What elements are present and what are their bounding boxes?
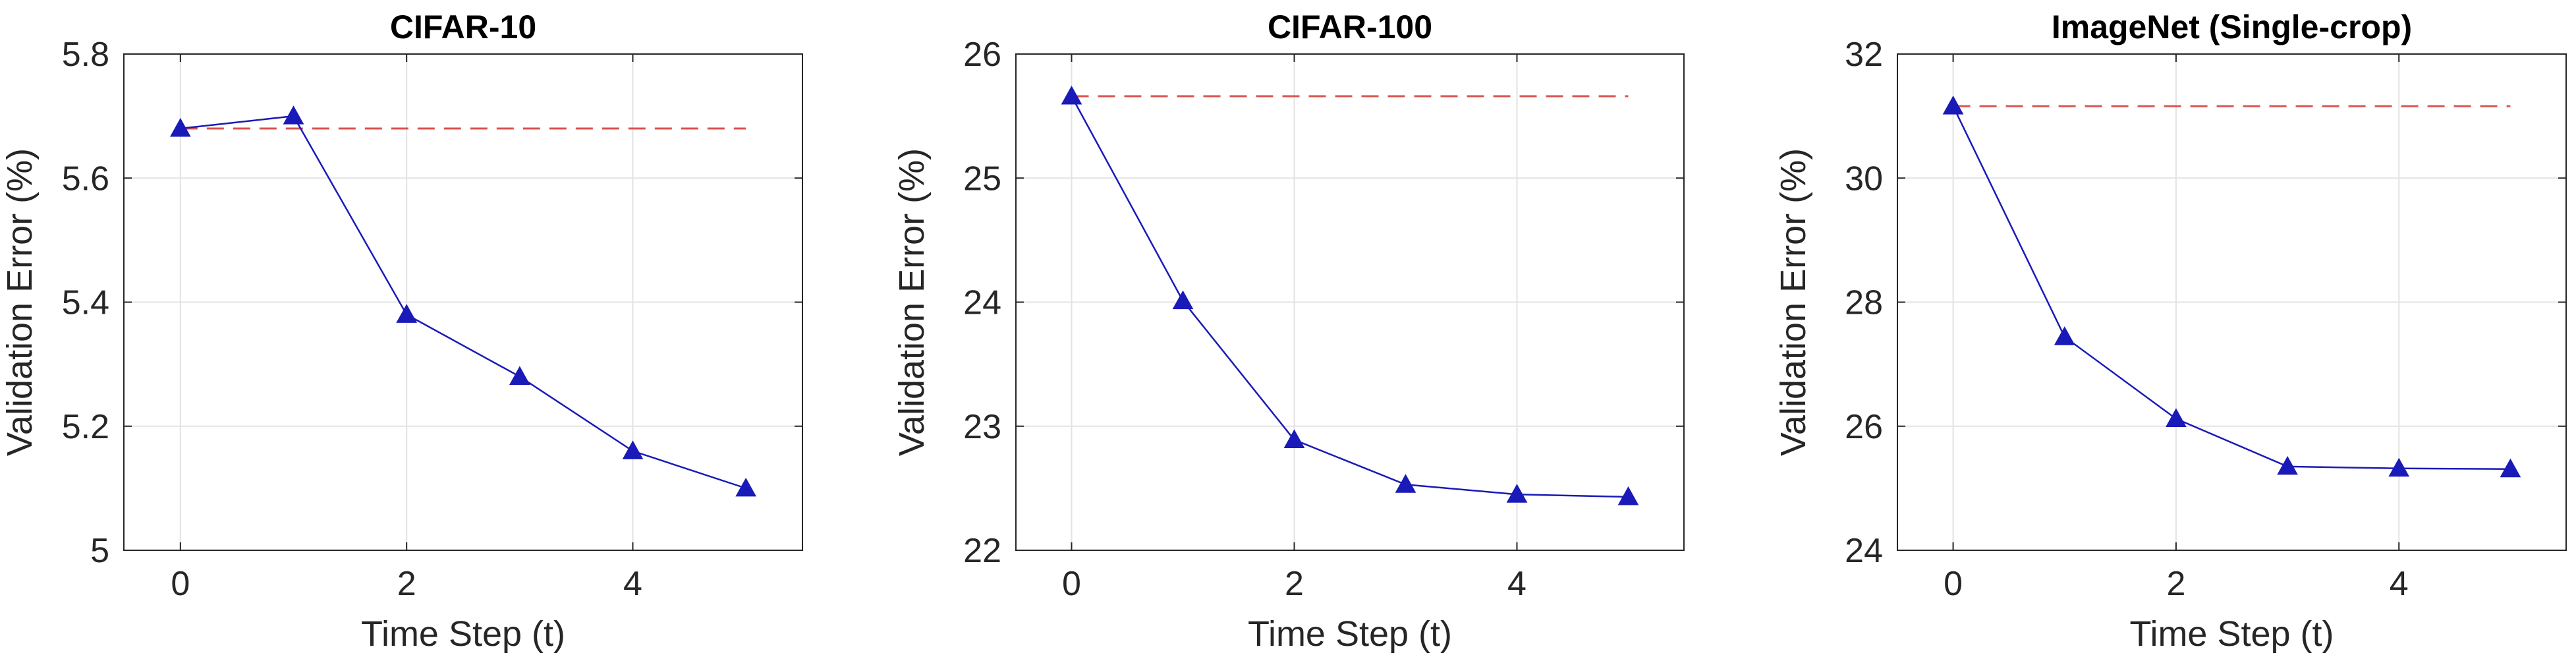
- chart-title: CIFAR-100: [1268, 9, 1432, 45]
- data-point-marker: [2500, 458, 2521, 478]
- data-point-marker: [2166, 408, 2187, 427]
- x-tick-label: 0: [1062, 565, 1081, 603]
- x-axis-label: Time Step (t): [2129, 614, 2334, 654]
- y-tick-label: 30: [1845, 159, 1883, 198]
- x-tick-label: 2: [1285, 565, 1304, 603]
- y-axis-label: Validation Error (%): [892, 148, 932, 456]
- data-point-marker: [1506, 484, 1528, 503]
- data-point-marker: [1942, 96, 1964, 115]
- y-tick-label: 24: [963, 284, 1001, 322]
- x-tick-label: 4: [1507, 565, 1526, 603]
- data-point-marker: [2054, 326, 2075, 345]
- x-axis-label: Time Step (t): [1248, 614, 1452, 654]
- data-point-marker: [622, 440, 644, 459]
- data-point-marker: [735, 477, 757, 497]
- data-point-marker: [169, 117, 191, 137]
- data-point-marker: [1172, 290, 1194, 310]
- series-line: [1952, 105, 2511, 470]
- y-axis-label: Validation Error (%): [1774, 148, 1813, 456]
- y-tick-label: 32: [1845, 36, 1883, 74]
- y-tick-label: 5.2: [62, 408, 109, 446]
- y-tick-label: 22: [963, 532, 1001, 570]
- y-tick-label: 23: [963, 408, 1001, 446]
- y-tick-label: 5.6: [62, 159, 109, 198]
- y-tick-label: 5.8: [62, 36, 109, 74]
- y-tick-label: 26: [1845, 408, 1883, 446]
- x-tick-label: 2: [397, 565, 416, 603]
- data-point-marker: [1061, 85, 1082, 105]
- data-point-marker: [1617, 486, 1639, 505]
- series-line: [1071, 96, 1629, 498]
- y-tick-label: 5.4: [62, 284, 109, 322]
- y-axis-label: Validation Error (%): [0, 148, 40, 456]
- x-tick-label: 4: [623, 565, 642, 603]
- data-point-marker: [283, 105, 304, 125]
- y-tick-label: 24: [1845, 532, 1883, 570]
- x-tick-label: 4: [2390, 565, 2409, 603]
- y-tick-label: 28: [1845, 284, 1883, 322]
- y-tick-label: 25: [963, 159, 1001, 198]
- data-point-marker: [1283, 429, 1305, 448]
- y-tick-label: 5: [90, 532, 109, 570]
- data-point-marker: [2277, 455, 2298, 475]
- data-point-marker: [1395, 474, 1416, 493]
- series-line: [180, 115, 746, 490]
- chart-title: CIFAR-10: [390, 9, 536, 45]
- x-tick-label: 2: [2166, 565, 2185, 603]
- x-tick-label: 0: [1944, 565, 1963, 603]
- data-point-marker: [509, 366, 530, 385]
- x-tick-label: 0: [171, 565, 190, 603]
- data-point-marker: [396, 304, 418, 323]
- x-axis-label: Time Step (t): [361, 614, 565, 654]
- data-point-marker: [2388, 457, 2410, 477]
- chart-title: ImageNet (Single-crop): [2052, 9, 2412, 45]
- chart-panel-1: 0 2 4 5 5.2 5.4 5.6 5.8 CIFAR-10 Time Step (t) Val…: [0, 9, 803, 654]
- y-tick-label: 26: [963, 36, 1001, 74]
